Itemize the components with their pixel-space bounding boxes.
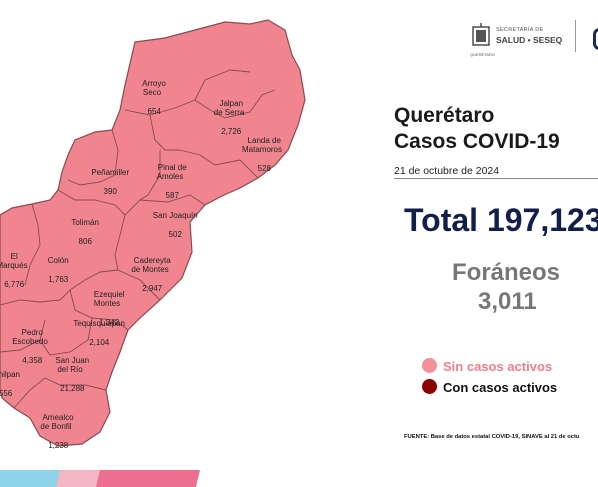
report-date: 21 de octubre de 2024	[394, 165, 500, 177]
logo-subtext: QUERÉTARO	[470, 52, 496, 57]
source-note: FUENTE: Base de datos estatal COVID-19, …	[404, 434, 580, 440]
municipality-label: Tequisquiapan 2,104	[69, 309, 125, 347]
municipality-label: Pedro Escobedo 4,358	[12, 318, 48, 366]
municipality-label: Amealco de Bonfil 1,238	[38, 403, 73, 451]
municipality-name: Ezequiel Montes	[93, 289, 125, 309]
municipality-name: Arroyo Seco	[142, 78, 166, 98]
municipality-cases: 1,342	[99, 318, 120, 327]
municipality-cases: 2,726	[221, 127, 242, 136]
municipality-name: El Marqués	[0, 251, 28, 271]
municipal-borders	[0, 69, 276, 409]
foraneos-value: 3,011	[478, 288, 537, 315]
municipality-cases: 654	[147, 107, 161, 116]
foraneos-label: Foráneos	[452, 259, 561, 286]
municipality-cases: 528	[257, 164, 271, 173]
municipality-cases: 4,358	[22, 356, 43, 365]
logo-divider	[575, 20, 576, 52]
municipality-cases: 390	[103, 186, 117, 196]
report-title: Casos COVID-19	[394, 130, 560, 153]
municipality-name: Huimilpan	[0, 369, 21, 379]
municipality-name: Peñamiller	[91, 167, 130, 177]
municipality-label: Landa de Matamoros 528	[242, 126, 282, 174]
state-title: Querétaro	[394, 104, 495, 127]
municipality-cases: 21,288	[59, 384, 85, 393]
municipality-name: Tolimán	[71, 217, 99, 227]
municipality-cases: 587	[165, 191, 179, 200]
municipality-label: Jalpan de Serra 2,726	[214, 89, 245, 137]
seseq-logo: SECRETARÍA DE SALUD • SESEQ QUERÉTARO	[470, 22, 570, 58]
municipality-name: Amealco de Bonfil	[40, 412, 74, 432]
municipality-label: Tolimán 806	[67, 208, 99, 246]
municipality-name: Pedro Escobedo	[12, 327, 48, 347]
municipality-name: Cadereyta de Montes	[131, 255, 171, 275]
municipality-cases: 1,556	[0, 388, 13, 398]
queretaro-seal-icon	[472, 23, 490, 46]
logo-line2: SALUD • SESEQ	[496, 35, 563, 45]
municipality-label: Colón 1,763	[43, 246, 69, 284]
legend-label-inactive: Sin casos activos	[443, 359, 553, 374]
partner-logo-fragment	[593, 28, 598, 50]
municipality-label: San Juan del Río 21,288	[51, 346, 89, 394]
municipality-label: San Joaquín 502	[148, 201, 198, 239]
municipality-cases: 2,947	[142, 284, 163, 293]
title-divider	[394, 178, 598, 179]
municipality-name: Pinal de Amoles	[156, 162, 187, 182]
municipality-cases: 2,104	[89, 337, 110, 347]
legend-label-active: Con casos activos	[443, 380, 558, 395]
municipality-label: Peñamiller 390	[87, 158, 129, 196]
total-cases: Total 197,123	[404, 202, 598, 238]
municipality-name: Jalpan de Serra	[213, 98, 245, 118]
legend-swatch-active	[422, 379, 437, 394]
municipality-cases: 806	[78, 236, 92, 246]
municipality-name: San Joaquín	[152, 210, 198, 220]
municipality-name: Tequisquiapan	[73, 318, 125, 328]
municipality-name: Landa de Matamoros	[241, 135, 283, 155]
municipality-label: Huimilpan 1,556	[0, 360, 20, 398]
municipality-cases: 502	[168, 229, 182, 239]
municipality-label: El Marqués 6,776	[0, 242, 28, 290]
municipality-cases: 6,776	[4, 280, 25, 289]
municipality-cases: 1,238	[48, 441, 69, 450]
legend-swatch-inactive	[422, 358, 437, 373]
logo-line1: SECRETARÍA DE	[496, 27, 544, 33]
municipality-name: San Juan del Río	[55, 355, 90, 375]
municipality-name: Colón	[47, 255, 69, 265]
municipality-label: Ezequiel Montes 1,342	[89, 280, 125, 328]
municipality-label: Pinal de Amoles 587	[153, 153, 187, 201]
municipality-label: Arroyo Seco 654	[138, 69, 166, 117]
municipality-cases: 1,763	[48, 274, 69, 284]
municipality-label: Cadereyta de Montes 2,947	[129, 246, 170, 294]
